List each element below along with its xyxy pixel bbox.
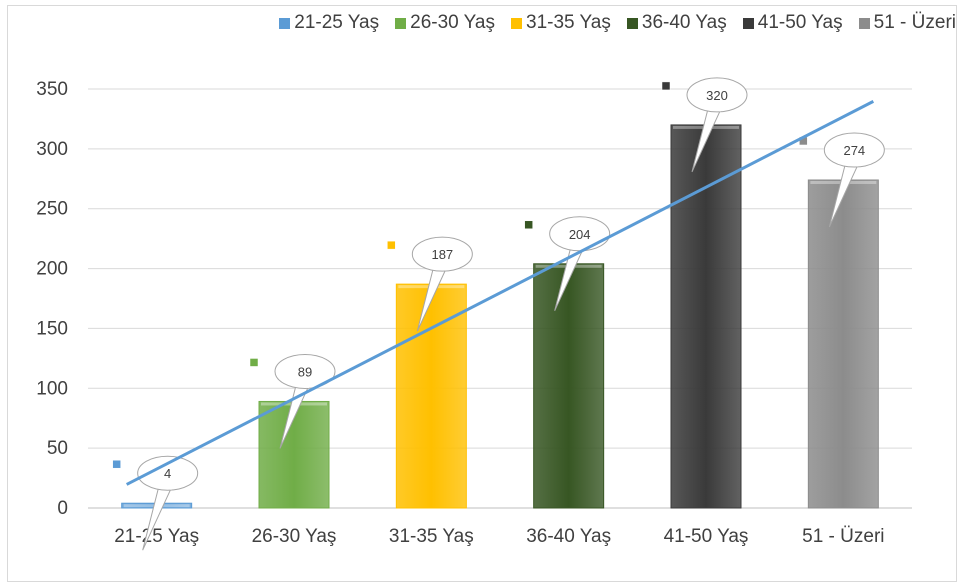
legend-swatch — [511, 17, 523, 29]
x-tick-label: 26-30 Yaş — [252, 526, 337, 547]
bar — [670, 124, 742, 509]
legend-swatch — [279, 17, 291, 29]
legend-label: 51 - Üzeri — [873, 12, 956, 33]
legend-item: 36-40 Yaş — [626, 12, 727, 34]
legend-swatch — [858, 17, 870, 29]
bar — [533, 263, 605, 509]
callout-bubble — [686, 77, 748, 113]
legend-item: 31-35 Yaş — [511, 12, 611, 34]
legend-label: 36-40 Yaş — [641, 12, 727, 33]
legend-label: 21-25 Yaş — [294, 12, 380, 33]
x-tick-label: 36-40 Yaş — [526, 526, 611, 547]
data-label-callout: 4 — [137, 455, 199, 551]
legend-swatch — [626, 17, 638, 29]
legend-item: 51 - Üzeri — [858, 12, 956, 34]
y-tick-label: 350 — [36, 79, 68, 100]
point-marker — [387, 240, 396, 250]
legend-item: 41-50 Yaş — [742, 12, 843, 34]
callout-join — [710, 107, 722, 112]
legend-item: 21-25 Yaş — [279, 12, 379, 34]
point-marker — [112, 459, 121, 469]
y-tick-label: 300 — [36, 139, 68, 160]
callout-join — [848, 162, 859, 167]
point-marker — [524, 220, 533, 230]
legend-swatch — [395, 17, 407, 29]
callout-join — [298, 383, 310, 388]
data-label-callout: 89 — [274, 353, 336, 449]
trendline — [125, 100, 875, 486]
callout-join — [436, 266, 447, 271]
y-tick-label: 100 — [36, 378, 68, 399]
point-marker — [249, 358, 259, 367]
bar — [395, 283, 467, 509]
y-tick-label: 50 — [47, 438, 68, 459]
data-label: 4 — [164, 466, 171, 481]
data-label: 187 — [431, 247, 453, 262]
legend: 21-25 Yaş 26-30 Yaş 31-35 Yaş 36-40 Yaş 41-5… — [0, 12, 962, 34]
y-tick-label: 150 — [36, 318, 68, 339]
legend-label: 31-35 Yaş — [526, 12, 611, 33]
data-label: 320 — [706, 88, 728, 103]
data-label-callout: 187 — [411, 236, 473, 332]
callout-join — [161, 485, 172, 490]
point-marker — [661, 81, 671, 91]
data-label: 89 — [298, 364, 312, 379]
callout-bubble — [411, 236, 473, 272]
legend-swatch — [742, 17, 754, 29]
data-label-callout: 320 — [686, 77, 748, 173]
callout-bubble — [274, 353, 336, 389]
legend-label: 41-50 Yaş — [757, 12, 843, 33]
legend-label: 26-30 Yaş — [410, 12, 496, 33]
data-label: 274 — [843, 143, 865, 158]
legend-item: 26-30 Yaş — [395, 12, 495, 34]
data-label: 204 — [569, 227, 591, 242]
x-tick-label: 31-35 Yaş — [389, 526, 474, 547]
bar — [807, 179, 879, 509]
y-tick-label: 0 — [57, 498, 68, 519]
y-tick-label: 200 — [36, 259, 68, 280]
callout-bubble — [137, 455, 199, 491]
x-tick-label: 21-25 Yaş — [114, 526, 199, 547]
data-label-callout: 204 — [549, 216, 611, 311]
x-tick-label: 41-50 Yaş — [664, 526, 749, 547]
callout-join — [573, 246, 584, 251]
x-tick-label: 51 - Üzeri — [802, 526, 884, 547]
callout-bubble — [823, 132, 885, 168]
y-tick-label: 250 — [36, 199, 68, 220]
data-label-callout: 274 — [823, 132, 885, 228]
